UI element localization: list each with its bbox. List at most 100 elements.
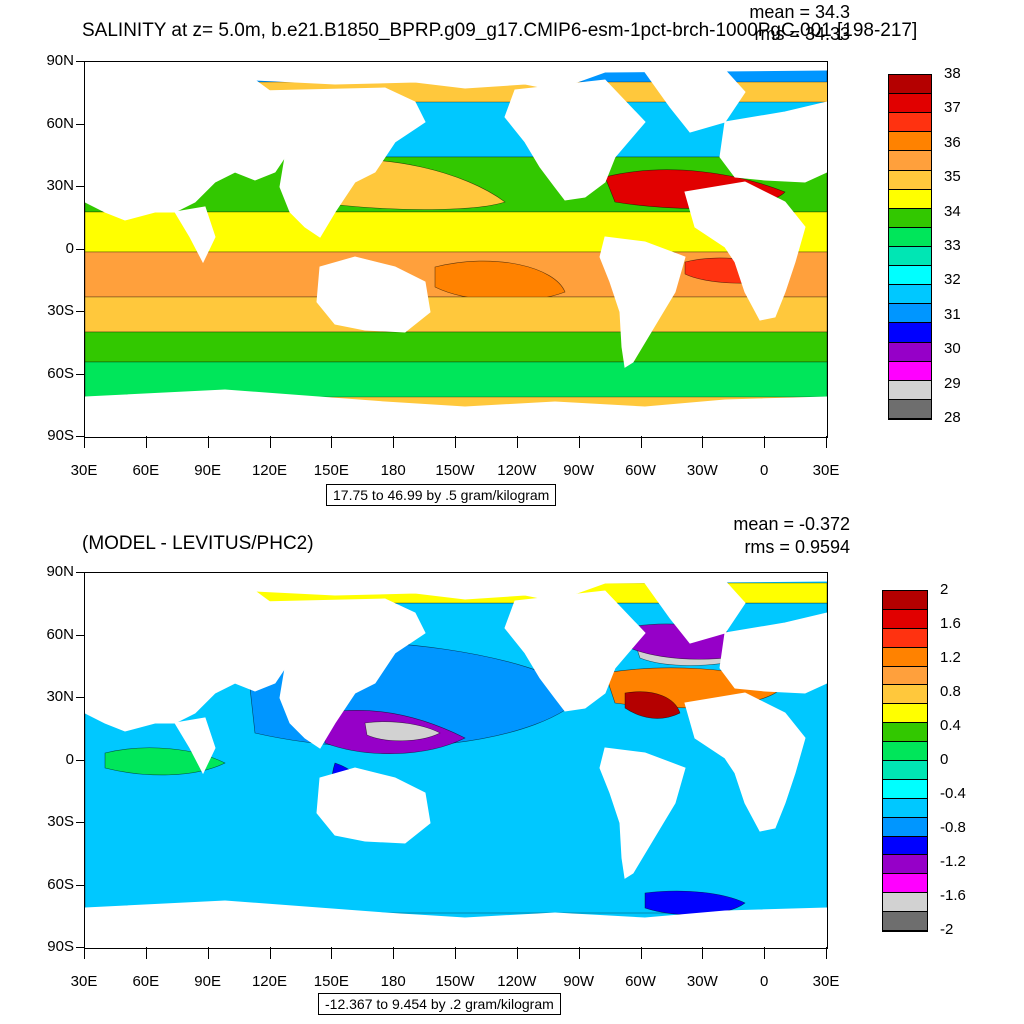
panel2-colorbar-cell xyxy=(883,855,927,875)
panel1-colorbar-label: 35 xyxy=(944,168,961,186)
panel1-land xyxy=(214,87,426,238)
panel2-x-tick xyxy=(640,947,642,959)
panel2-x-tick-label: 180 xyxy=(380,973,406,990)
panel1-contour-band xyxy=(85,361,827,398)
panel1-x-tick xyxy=(640,436,642,448)
panel2-y-tick-label: 90N xyxy=(46,563,74,580)
panel2-colorbar-cell xyxy=(883,779,927,799)
panel2-x-tick xyxy=(826,947,827,959)
panel2-land xyxy=(174,717,216,775)
panel2-colorbar-label: 0 xyxy=(940,751,949,768)
panel1-contour-band xyxy=(434,260,566,302)
panel1-y-tick-label: 60S xyxy=(47,364,74,382)
panel1-x-tick xyxy=(393,436,395,448)
panel1-x-tick xyxy=(455,436,456,448)
panel2-x-tick-label: 120W xyxy=(497,973,537,990)
panel2-y-tick-label: 60S xyxy=(47,875,74,893)
panel1-x-tick-label: 180 xyxy=(380,462,406,479)
panel2-land xyxy=(214,598,426,749)
panel2-rms: rms = 0.9594 xyxy=(744,537,850,557)
panel1-colorbar-label: 30 xyxy=(944,340,961,358)
panel1-x-tick-label: 60W xyxy=(625,462,656,479)
panel2-y-tick-label: 30S xyxy=(47,813,74,830)
panel1-contour-range: 17.75 to 46.99 by .5 gram/kilogram xyxy=(326,484,557,506)
panel2-contour-band xyxy=(624,691,681,719)
panel1-x-tick-label: 120E xyxy=(251,462,288,479)
panel1-x-tick-label: 0 xyxy=(759,462,769,479)
panel1-y-tick-label: 30N xyxy=(46,177,74,194)
panel1-contour-band xyxy=(85,296,827,333)
panel2-x-tick-label: 30E xyxy=(70,973,98,990)
panel1-colorbar-cell xyxy=(889,170,931,190)
panel2-y-tick xyxy=(76,947,84,948)
panel2-colorbar-cell xyxy=(883,836,927,856)
panel2-colorbar-cell xyxy=(883,666,927,686)
panel1-x-tick xyxy=(84,436,85,448)
panel1-y-tick xyxy=(76,123,84,125)
panel1-x-tick-label: 120W xyxy=(497,462,537,479)
panel1-colorbar-cell xyxy=(889,380,931,400)
panel2-x-tick-label: 120E xyxy=(251,973,288,990)
panel1-y-tick-label: 90N xyxy=(46,52,74,69)
panel1-x-tick xyxy=(516,436,518,448)
panel2-x-tick-label: 150E xyxy=(313,973,349,990)
panel1-land xyxy=(684,181,806,321)
panel2-x-tick xyxy=(331,947,333,959)
panel1-colorbar-cell xyxy=(889,208,931,228)
panel1-x-tick-label: 90E xyxy=(194,462,221,479)
panel1-y-tick xyxy=(76,248,84,250)
panel2-colorbar-label: 1.2 xyxy=(940,649,961,666)
panel1-x-tick xyxy=(207,436,209,448)
panel2-x-tick xyxy=(84,947,85,959)
panel1-rms: rms = 34.33 xyxy=(754,24,850,44)
panel1-colorbar xyxy=(888,74,932,420)
panel1-colorbar-label: 33 xyxy=(944,237,961,254)
panel1-land xyxy=(599,236,686,368)
panel1-x-tick xyxy=(331,436,333,448)
panel2-colorbar-cell xyxy=(883,817,927,837)
panel2-land xyxy=(85,590,296,732)
panel2-y-tick-label: 60N xyxy=(46,625,74,643)
panel2-colorbar-label: -1.2 xyxy=(940,853,966,870)
panel2-y-tick xyxy=(76,697,84,698)
panel2-colorbar-cell xyxy=(883,609,927,629)
panel1-x-tick xyxy=(578,436,580,448)
panel1-x-tick-label: 30E xyxy=(812,462,840,479)
panel2-colorbar-label: -2 xyxy=(940,921,954,938)
panel2-x-tick-label: 30E xyxy=(812,973,840,990)
panel1-y-tick xyxy=(76,186,84,187)
panel2-y-tick-label: 90S xyxy=(47,938,74,955)
panel1-y-tick-label: 30S xyxy=(47,302,74,319)
panel1-colorbar-cell xyxy=(889,113,931,133)
panel1-x-tick xyxy=(764,436,766,448)
panel2-y-tick-label: 30N xyxy=(46,688,74,705)
panel2-x-tick-label: 0 xyxy=(759,973,769,990)
panel1-colorbar-cell xyxy=(889,323,931,343)
panel2-y-tick xyxy=(76,884,84,886)
panel2-contour-band xyxy=(364,721,441,742)
panel1-y-tick-label: 0 xyxy=(65,239,74,257)
panel1-x-tick xyxy=(702,436,704,448)
panel1-colorbar-cell xyxy=(889,247,931,267)
panel2-x-tick-label: 90W xyxy=(563,973,595,990)
panel2-land xyxy=(599,747,686,879)
panel2-x-tick xyxy=(516,947,518,959)
panel1-x-tick xyxy=(145,436,147,448)
panel2-map xyxy=(84,572,828,949)
panel2-y-tick xyxy=(76,572,84,573)
panel1-land xyxy=(504,79,646,201)
panel1-x-tick-label: 90W xyxy=(563,462,595,479)
panel1-map xyxy=(84,61,828,438)
panel1-colorbar-cell xyxy=(889,266,931,286)
panel2-colorbar-label: -1.6 xyxy=(940,887,966,904)
panel2-land xyxy=(85,900,827,948)
panel1-colorbar-cell xyxy=(889,285,931,305)
panel2-colorbar-label: -0.8 xyxy=(940,819,966,836)
panel1-y-tick xyxy=(76,311,84,312)
panel2-x-tick xyxy=(764,947,766,959)
panel2-mean: mean = -0.372 xyxy=(733,514,850,534)
panel1-land xyxy=(174,206,216,264)
panel2-colorbar-cell xyxy=(883,685,927,705)
panel2-y-tick xyxy=(76,822,84,823)
panel2-colorbar-cell xyxy=(883,912,927,931)
